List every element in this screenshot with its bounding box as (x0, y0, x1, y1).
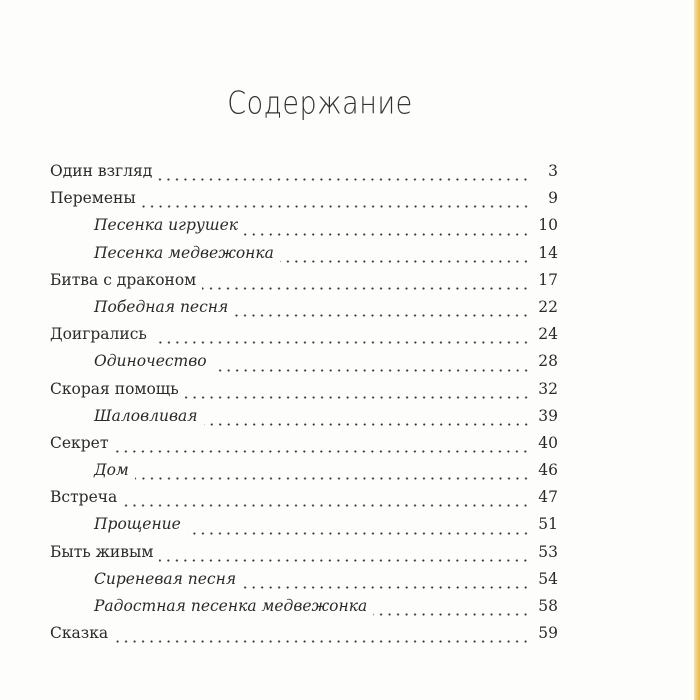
table-of-contents: Один взгляд 3 Перемены 9 Песенка игрушек 10 Пе… (50, 162, 558, 651)
toc-entry-title: Песенка медвежонка (94, 243, 274, 262)
page-edge (694, 0, 700, 700)
toc-entry-page: 24 (538, 325, 558, 344)
page-title: Содержание (227, 85, 413, 122)
toc-entry-title: Песенка игрушек (94, 216, 239, 235)
toc-entry-page: 3 (548, 162, 558, 180)
dot-leader (212, 368, 530, 372)
toc-entry-title: Победная песня (94, 297, 229, 316)
toc-entry: Шаловливая 39 (50, 407, 558, 434)
dot-leader (203, 422, 530, 426)
toc-entry-page: 58 (538, 597, 558, 615)
toc-entry: Доигрались 24 (50, 325, 558, 352)
toc-entry: Скорая помощь 32 (50, 380, 558, 407)
dot-leader (184, 395, 530, 399)
toc-entry-page: 47 (538, 488, 558, 507)
toc-entry-title: Скорая помощь (50, 379, 179, 398)
toc-entry-page: 10 (538, 216, 558, 235)
toc-entry: Перемены 9 (50, 189, 558, 216)
toc-entry: Одиночество 28 (50, 352, 558, 379)
toc-entry: Прощение 51 (50, 515, 558, 542)
dot-leader (186, 531, 530, 535)
toc-entry-title: Одиночество (94, 352, 207, 371)
toc-entry-page: 17 (538, 270, 558, 289)
toc-entry: Секрет 40 (50, 434, 558, 461)
dot-leader (141, 205, 530, 209)
toc-entry-title: Радостная песенка медвежонка (94, 597, 368, 615)
dot-leader (158, 178, 530, 182)
dot-leader (123, 504, 530, 508)
toc-entry-title: Быть живым (50, 542, 154, 561)
toc-entry-title: Перемены (50, 189, 136, 208)
dot-leader (373, 613, 530, 617)
toc-entry: Встреча 47 (50, 488, 558, 515)
dot-leader (202, 286, 530, 290)
toc-entry: Победная песня 22 (50, 298, 558, 325)
toc-entry-title: Дом (94, 461, 129, 480)
toc-entry: Быть живым 53 (50, 543, 558, 570)
toc-entry: Битва с драконом 17 (50, 271, 558, 298)
toc-entry-title: Сиреневая песня (94, 569, 237, 588)
toc-entry: Сиреневая песня 54 (50, 570, 558, 597)
toc-entry-page: 59 (538, 624, 558, 643)
dot-leader (152, 341, 530, 345)
dot-leader (134, 477, 530, 481)
toc-entry-title: Шаловливая (94, 406, 198, 425)
toc-entry-page: 54 (538, 569, 558, 588)
toc-entry-title: Секрет (50, 433, 109, 452)
toc-entry-page: 22 (538, 297, 558, 316)
dot-leader (114, 450, 530, 454)
dot-leader (114, 640, 530, 644)
toc-entry-page: 53 (538, 542, 558, 561)
dot-leader (242, 586, 530, 589)
toc-entry-title: Прощение (94, 515, 181, 534)
toc-entry-title: Сказка (50, 624, 109, 643)
toc-entry-page: 14 (538, 243, 558, 262)
toc-entry-page: 40 (538, 433, 558, 452)
toc-entry-title: Встреча (50, 488, 118, 507)
toc-entry: Песенка игрушек 10 (50, 216, 558, 243)
dot-leader (244, 232, 530, 236)
dot-leader (234, 314, 530, 318)
toc-entry: Один взгляд 3 (50, 162, 558, 189)
toc-entry-title: Один взгляд (50, 162, 153, 180)
toc-entry-page: 51 (538, 515, 558, 534)
dot-leader (279, 259, 530, 263)
toc-entry-title: Доигрались (50, 325, 147, 344)
dot-leader (159, 558, 530, 562)
toc-entry-page: 46 (538, 461, 558, 480)
toc-entry: Сказка 59 (50, 624, 558, 651)
toc-entry: Дом 46 (50, 461, 558, 488)
toc-entry-title: Битва с драконом (50, 270, 197, 289)
toc-entry: Радостная песенка медвежонка 58 (50, 597, 558, 624)
toc-entry-page: 9 (548, 189, 558, 208)
toc-entry: Песенка медвежонка 14 (50, 244, 558, 271)
toc-entry-page: 32 (538, 379, 558, 398)
toc-entry-page: 39 (538, 406, 558, 425)
toc-entry-page: 28 (538, 352, 558, 371)
